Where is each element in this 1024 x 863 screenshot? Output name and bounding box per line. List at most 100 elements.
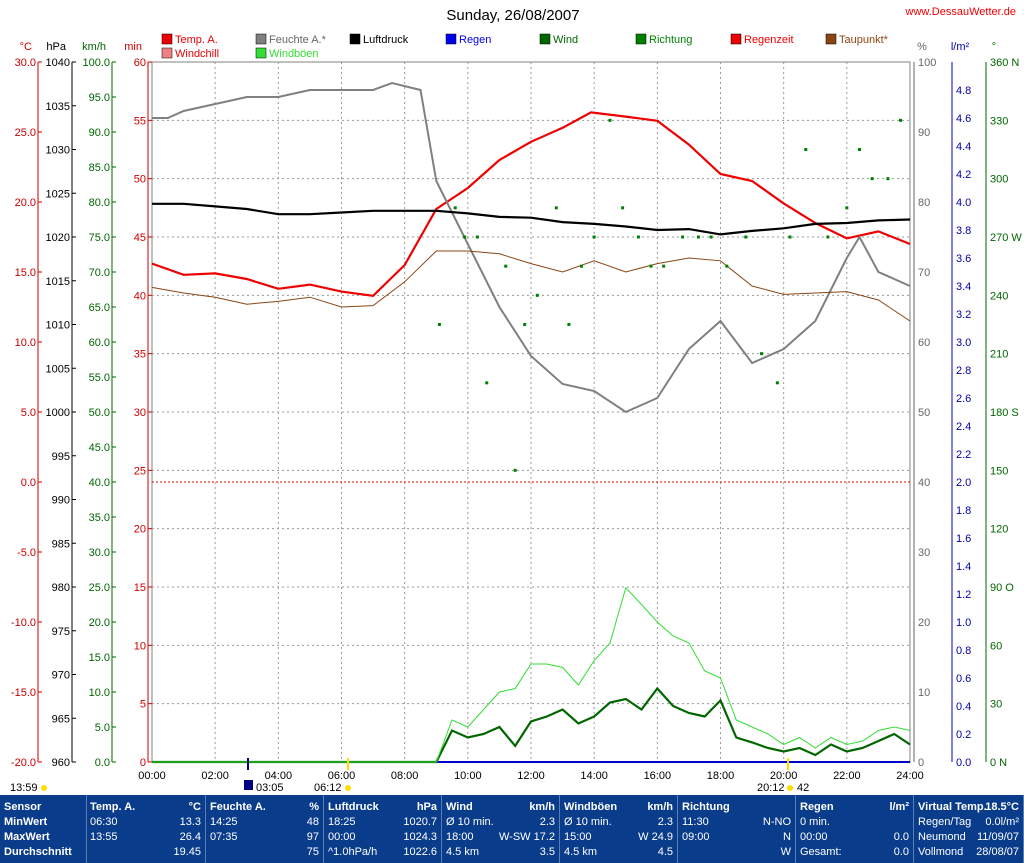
tick-rain_lm2: 1.8: [956, 505, 971, 517]
block-row-label: 00:00: [328, 831, 356, 843]
tick-rain_lm2: 2.6: [956, 393, 971, 405]
block-row: 18:00 W-SW 17.2: [446, 830, 555, 845]
direction-point: [899, 118, 903, 122]
direction-point: [681, 235, 685, 239]
block-unit: %: [309, 801, 319, 813]
series-wind: [152, 686, 911, 764]
legend-label: Luftdruck: [363, 34, 409, 46]
x-tick: 14:00: [580, 770, 608, 782]
block-unit: 18.5°C: [985, 801, 1019, 813]
block-title: Luftdruck hPa: [328, 800, 437, 815]
row-label-sensor: Sensor: [4, 801, 42, 813]
tick-temp_c: -20.0: [11, 757, 36, 769]
tick-temp_c: 5.0: [21, 407, 36, 419]
tick-wind_kmh: 10.0: [89, 687, 110, 699]
block-title: Wind km/h: [446, 800, 555, 815]
axis-unit-temp_c: °C: [20, 41, 32, 53]
x-tick: 16:00: [644, 770, 672, 782]
block-row-value: W: [780, 846, 791, 858]
block-title: Richtung: [682, 800, 791, 815]
tick-pressure_hpa: 1030: [46, 145, 70, 157]
block-row-label: 14:25: [210, 816, 238, 828]
moon-icon: [244, 780, 253, 790]
tick-rain_min: 60: [134, 57, 146, 69]
block-title-text: Wind: [446, 801, 473, 813]
block-row: 18:25 1020.7: [328, 815, 437, 830]
tick-rain_lm2: 3.6: [956, 253, 971, 265]
tick-rain_lm2: 0.4: [956, 701, 971, 713]
x-tick: 04:00: [265, 770, 293, 782]
sun-moon-markers: 13:59 03:05 06:12 20:12 42: [10, 758, 809, 794]
block-title-text: Richtung: [682, 801, 730, 813]
footer-block-richtung: Richtung 11:30 N-NO 09:00 N W: [678, 795, 796, 863]
tick-humidity_pct: 30: [918, 547, 930, 559]
x-tick: 08:00: [391, 770, 419, 782]
footer-block-regen: Regen l/m² 0 min. 00:00 0.0 Gesamt: 0.0: [796, 795, 914, 863]
block-title: Regen l/m²: [800, 800, 909, 815]
footer-block-temp-a-: Temp. A. °C 06:30 13.3 13:55 26.4 19.45: [86, 795, 206, 863]
axis-unit-wind_kmh: km/h: [82, 41, 106, 53]
direction-point: [857, 148, 861, 151]
legend-swatch: [635, 33, 647, 45]
tick-rain_lm2: 2.0: [956, 477, 971, 489]
tick-humidity_pct: 40: [918, 477, 930, 489]
tick-wind_kmh: 85.0: [89, 162, 110, 174]
tick-rain_lm2: 0.8: [956, 645, 971, 657]
tick-wind_kmh: 35.0: [89, 512, 110, 524]
block-row-label: 13:55: [90, 831, 118, 843]
axis-unit-direction_deg: °: [992, 41, 996, 53]
legend-swatch: [730, 33, 742, 45]
legend-label: Windchill: [175, 48, 219, 60]
tick-humidity_pct: 80: [918, 197, 930, 209]
tick-temp_c: -10.0: [11, 617, 36, 629]
tick-direction_deg: 150: [990, 465, 1008, 477]
direction-point: [709, 235, 713, 239]
tick-pressure_hpa: 1010: [46, 320, 70, 332]
legend-label: Wind: [553, 34, 578, 46]
direction-point: [608, 118, 612, 122]
block-unit: km/h: [529, 801, 555, 813]
block-row-label: 09:00: [682, 831, 710, 843]
tick-rain_lm2: 0.6: [956, 673, 971, 685]
tick-wind_kmh: 80.0: [89, 197, 110, 209]
tick-wind_kmh: 45.0: [89, 442, 110, 454]
direction-point: [826, 235, 830, 239]
plot-grid: [151, 61, 911, 763]
block-row-label: Regen/Tag: [918, 816, 972, 828]
tick-rain_lm2: 3.8: [956, 225, 971, 237]
tick-rain_min: 25: [134, 465, 146, 477]
tick-humidity_pct: 70: [918, 267, 930, 279]
tick-wind_kmh: 50.0: [89, 407, 110, 419]
footer-block-luftdruck: Luftdruck hPa 18:25 1020.7 00:00 1024.3 ^1.0hP…: [324, 795, 442, 863]
tick-direction_deg: 360 N: [990, 57, 1019, 69]
direction-point: [485, 381, 489, 385]
direction-point: [535, 293, 539, 297]
tick-direction_deg: 330: [990, 115, 1008, 127]
footer-block-windb-en: Windböen km/h Ø 10 min. 2.3 15:00 W 24.9 4.5 k…: [560, 795, 678, 863]
tick-pressure_hpa: 975: [52, 626, 70, 638]
x-tick: 06:00: [328, 770, 356, 782]
tick-temp_c: -5.0: [17, 547, 36, 559]
block-row: Vollmond 28/08/07: [918, 845, 1019, 860]
block-row: 11:30 N-NO: [682, 815, 791, 830]
site-link[interactable]: www.DessauWetter.de: [905, 6, 1016, 18]
block-title: Temp. A. °C: [90, 800, 201, 815]
axis-unit-rain_lm2: l/m²: [951, 41, 970, 53]
block-unit: km/h: [647, 801, 673, 813]
direction-point: [580, 264, 584, 268]
block-row-value: 3.5: [539, 846, 555, 858]
x-tick: 18:00: [707, 770, 735, 782]
direction-point: [662, 264, 666, 268]
tick-direction_deg: 30: [990, 699, 1002, 711]
tick-direction_deg: 240: [990, 290, 1008, 302]
tick-pressure_hpa: 1015: [46, 276, 70, 288]
block-row: 00:00 0.0: [800, 830, 909, 845]
tick-temp_c: 15.0: [15, 267, 36, 279]
tick-rain_min: 10: [134, 640, 146, 652]
x-tick: 22:00: [833, 770, 861, 782]
block-row: 14:25 48: [210, 815, 319, 830]
tick-rain_min: 5: [140, 699, 146, 711]
tick-pressure_hpa: 1000: [46, 407, 70, 419]
sunset-suffix: 42: [797, 782, 809, 794]
tick-pressure_hpa: 1035: [46, 101, 70, 113]
